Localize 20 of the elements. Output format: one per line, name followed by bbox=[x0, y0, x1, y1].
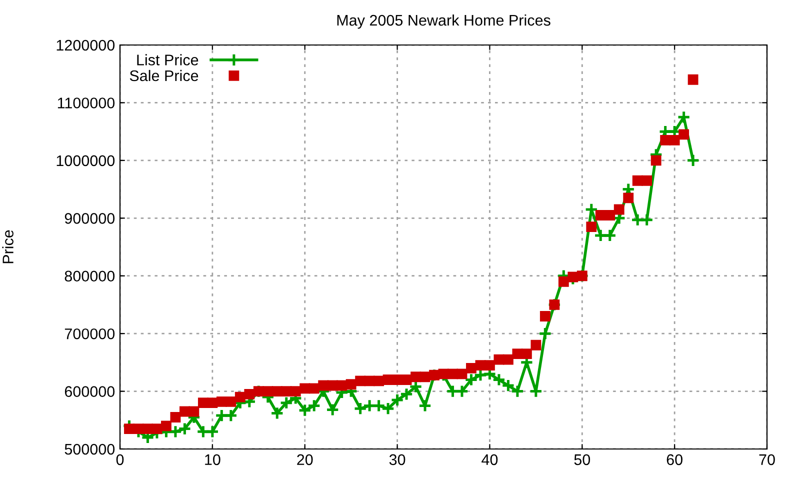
y-tick-label: 1100000 bbox=[58, 98, 115, 108]
chart-title: May 2005 Newark Home Prices bbox=[337, 14, 550, 29]
x-tick-label: 70 bbox=[759, 454, 775, 466]
x-tick-label: 10 bbox=[205, 454, 220, 466]
y-tick-label: 1200000 bbox=[56, 40, 115, 51]
y-tick-label: 800000 bbox=[64, 270, 115, 282]
x-tick-label: 60 bbox=[666, 454, 682, 466]
y-tick-label: 500000 bbox=[64, 444, 115, 455]
y-tick-label: 1000000 bbox=[56, 155, 115, 166]
y-axis-title: Price bbox=[2, 230, 14, 264]
x-tick-label: 0 bbox=[116, 454, 124, 466]
x-tick-label: 20 bbox=[297, 454, 313, 466]
x-tick-label: 40 bbox=[482, 454, 498, 466]
x-tick-label: 50 bbox=[574, 454, 590, 466]
x-tick-label: 30 bbox=[389, 454, 406, 466]
legend-label: Sale Price bbox=[130, 70, 198, 82]
y-tick-label: 900000 bbox=[64, 213, 115, 224]
y-tick-label: 600000 bbox=[64, 386, 115, 397]
y-tick-label: 700000 bbox=[64, 328, 115, 340]
legend-label: List Price bbox=[137, 54, 198, 66]
